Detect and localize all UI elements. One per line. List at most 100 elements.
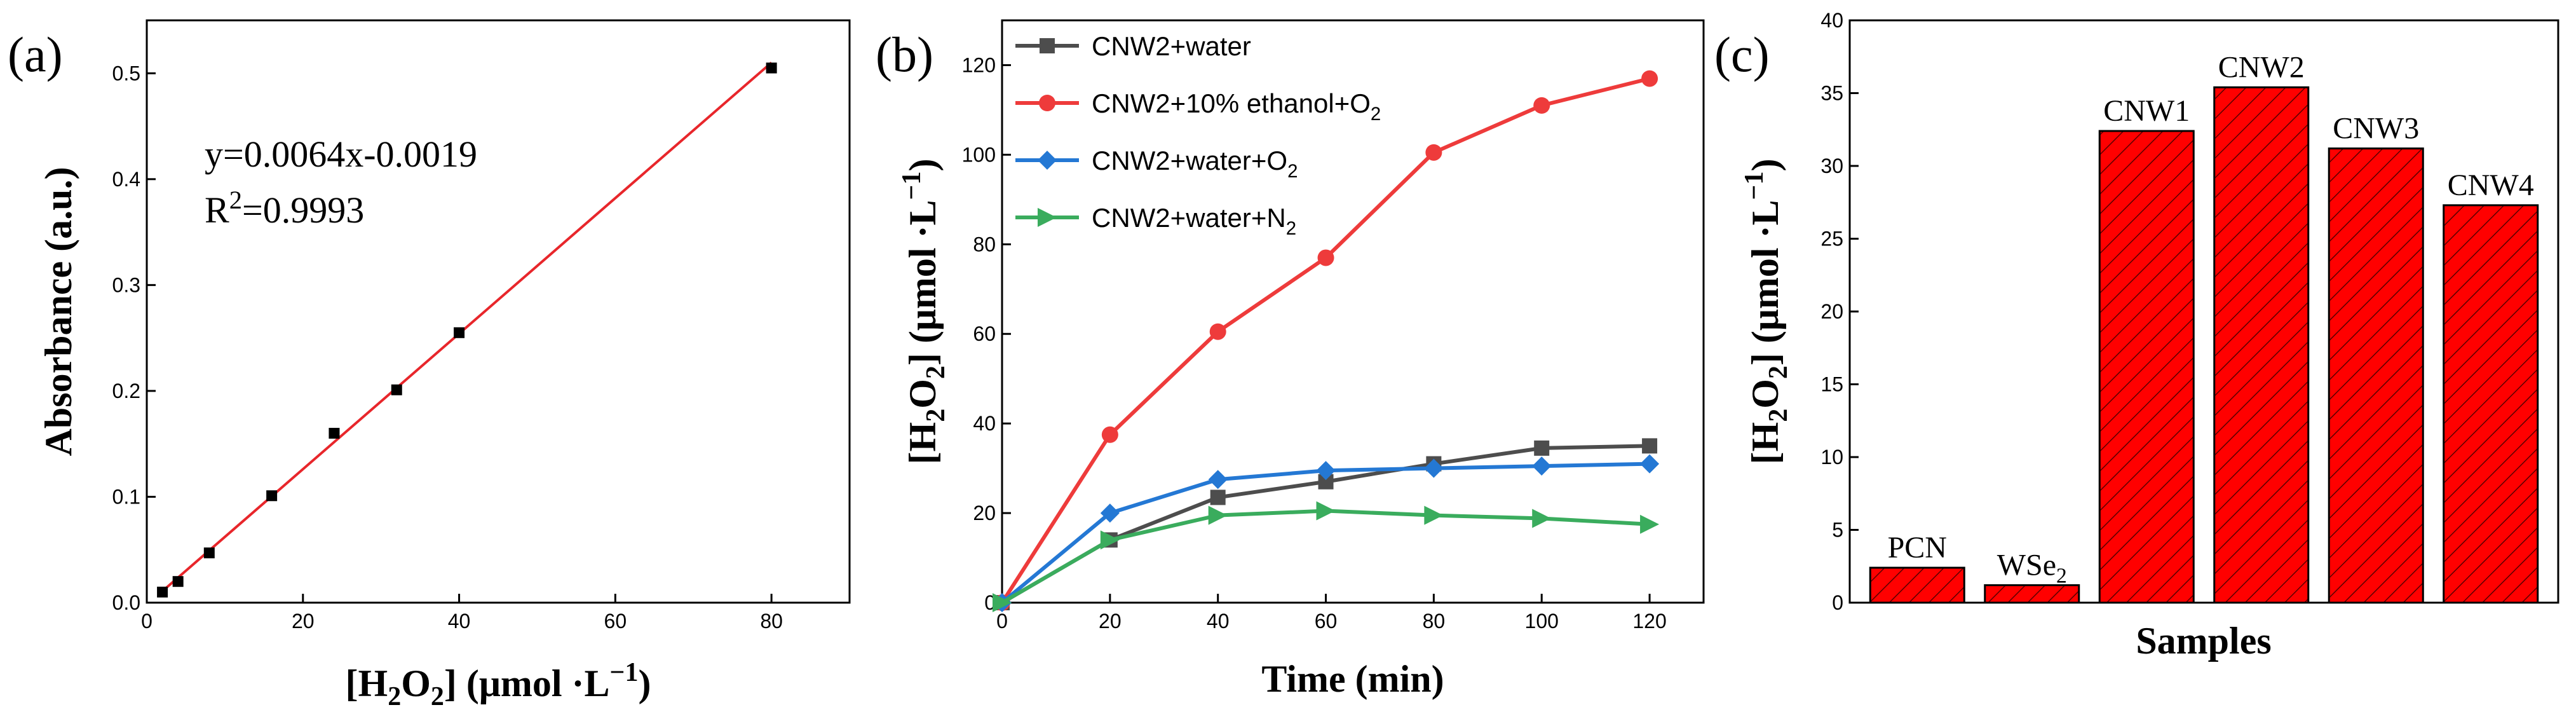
panel-c-y-tick-label: 40 xyxy=(1820,9,1843,32)
legend-swatch-marker xyxy=(1038,208,1057,227)
panel-b-y-tick-label: 120 xyxy=(962,53,996,76)
panel-c: (c) 0 5 10 15 20 25 30 35 40 PCN WSe2 CNW1 CNW2 CNW3… xyxy=(1714,9,2559,662)
bar-cnw1 xyxy=(2098,130,2195,604)
legend-swatch-marker xyxy=(1040,38,1055,53)
series-point xyxy=(1100,503,1120,523)
panel-a-data-point xyxy=(766,62,777,74)
panel-a-y-tick-label: 0.3 xyxy=(112,273,140,296)
panel-c-y-tick-label: 5 xyxy=(1832,519,1843,542)
panel-a-plot-frame xyxy=(146,19,851,604)
panel-a-y-tick-label: 0.1 xyxy=(112,485,140,508)
panel-b-x-tick-label: 100 xyxy=(1525,610,1559,633)
panel-a-equation: y=0.0064x-0.0019 xyxy=(205,134,477,175)
legend-entry: CNW2+water+O2 xyxy=(1015,146,1298,182)
panel-c-y-tick-label: 35 xyxy=(1820,82,1843,105)
bar-label: CNW1 xyxy=(2103,94,2190,128)
panel-b-x-tick-label: 40 xyxy=(1207,610,1230,633)
r-squared-value: =0.9993 xyxy=(242,189,364,231)
bar-pcn xyxy=(1869,566,1965,604)
panel-c-letter: (c) xyxy=(1714,27,1770,82)
bar-label: CNW3 xyxy=(2333,112,2419,146)
legend-label: CNW2+water+N2 xyxy=(1092,203,1296,239)
legend-label: CNW2+10% ethanol+O2 xyxy=(1092,88,1381,125)
panel-a-fit-line xyxy=(158,61,773,596)
panel-c-bars: PCN WSe2 CNW1 CNW2 CNW3 CNW4 xyxy=(1869,50,2539,604)
panel-b-y-title: [H2O2] (μmol ·L−1) xyxy=(897,159,951,465)
series-point xyxy=(1317,249,1334,266)
panel-a-x-axis: 0 20 40 60 80 xyxy=(141,594,783,633)
series-point xyxy=(1640,454,1660,474)
bar-cnw3 xyxy=(2328,147,2424,604)
panel-b-x-tick-label: 120 xyxy=(1632,610,1666,633)
series-point xyxy=(1316,461,1336,481)
series-point xyxy=(1210,490,1226,505)
series-point xyxy=(1424,458,1444,478)
panel-b-x-axis: 0 20 40 60 80 100 120 xyxy=(996,594,1667,633)
panel-a-y-tick-label: 0.5 xyxy=(112,62,140,85)
bar-label: CNW4 xyxy=(2448,168,2534,202)
panel-a-x-title: [H2O2] (μmol ·L−1) xyxy=(346,658,651,711)
series-line xyxy=(1001,509,1650,605)
series-point xyxy=(1209,323,1226,340)
legend-label: CNW2+water xyxy=(1092,31,1251,61)
panel-c-y-tick-label: 25 xyxy=(1820,228,1843,250)
series-point xyxy=(1532,456,1552,476)
r-squared-label: R xyxy=(205,189,229,231)
legend-label: CNW2+water+O2 xyxy=(1092,146,1298,182)
panel-a-y-axis: 0.0 0.1 0.2 0.3 0.4 0.5 xyxy=(112,62,156,614)
panel-b-y-tick-label: 60 xyxy=(973,322,996,345)
panel-c-y-tick-label: 20 xyxy=(1820,300,1843,323)
panel-b-legend: CNW2+water CNW2+10% ethanol+O2 CNW2+water+… xyxy=(1015,31,1381,239)
panel-a-data-point xyxy=(157,586,168,598)
panel-a-y-tick-label: 0.0 xyxy=(112,591,140,614)
panel-b-x-tick-label: 0 xyxy=(996,610,1008,633)
bar-cnw2 xyxy=(2213,86,2310,604)
series-point xyxy=(1316,501,1336,521)
series-point xyxy=(993,593,1012,612)
panel-a-r-squared: R2=0.9993 xyxy=(205,186,364,231)
panel-b-x-tick-label: 80 xyxy=(1423,610,1446,633)
panel-b-x-tick-label: 60 xyxy=(1315,610,1338,633)
bar-label: WSe2 xyxy=(1997,549,2067,588)
series-point xyxy=(1641,70,1658,87)
series-point xyxy=(1532,509,1552,528)
legend-entry: CNW2+water+N2 xyxy=(1015,203,1296,239)
series-point xyxy=(1642,438,1658,454)
panel-c-y-title: [H2O2] (μmol ·L−1) xyxy=(1740,159,1793,465)
series-point xyxy=(1534,440,1550,456)
panel-a-y-tick-label: 0.2 xyxy=(112,380,140,402)
panel-a-data-point xyxy=(329,428,340,439)
legend-entry: CNW2+10% ethanol+O2 xyxy=(1015,88,1381,125)
legend-entry: CNW2+water xyxy=(1015,31,1251,61)
series-3 xyxy=(993,501,1660,612)
series-point xyxy=(1640,514,1660,534)
series-2 xyxy=(993,454,1660,612)
panel-a-x-tick-label: 20 xyxy=(292,610,315,633)
series-point xyxy=(1533,97,1550,114)
panel-a-data-point xyxy=(172,576,184,587)
panel-a-y-title: Absorbance (a.u.) xyxy=(37,167,79,456)
panel-a-x-tick-label: 80 xyxy=(760,610,783,633)
panel-a-data-point xyxy=(266,490,278,502)
bar-label: PCN xyxy=(1888,531,1947,565)
panel-a-data-point xyxy=(391,384,402,395)
series-point xyxy=(1424,505,1444,525)
panel-c-y-tick-label: 15 xyxy=(1820,373,1843,396)
series-point xyxy=(1101,426,1118,443)
panel-b-y-tick-label: 40 xyxy=(973,412,996,435)
panel-a-x-tick-label: 0 xyxy=(141,610,153,633)
panel-a: (a) 0.0 0.1 0.2 0.3 0.4 0.5 0 20 40 60 80 y=0.006… xyxy=(8,19,851,711)
panel-a-letter: (a) xyxy=(8,27,63,82)
panel-b-letter: (b) xyxy=(876,27,933,82)
panel-a-data-points xyxy=(157,62,777,598)
bar-label: CNW2 xyxy=(2218,50,2305,84)
panel-a-x-tick-label: 40 xyxy=(448,610,471,633)
panel-c-y-tick-label: 10 xyxy=(1820,446,1843,469)
bar-wse xyxy=(1984,584,2080,604)
panel-b: (b) 0 20 40 60 80 100 120 0 20 40 60 80 100 120 CNW2… xyxy=(876,19,1705,700)
legend-swatch-marker xyxy=(1038,151,1057,170)
panel-b-x-tick-label: 20 xyxy=(1099,610,1122,633)
panel-a-data-point xyxy=(454,327,465,338)
